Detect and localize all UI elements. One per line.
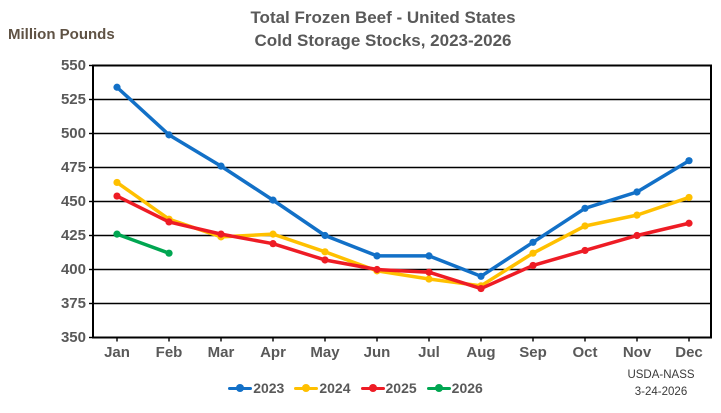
data-point-2024 [269, 230, 277, 238]
data-point-2023 [165, 131, 173, 139]
y-tick-label: 350 [60, 328, 86, 346]
data-point-2023 [113, 83, 121, 91]
data-point-2024 [529, 249, 537, 257]
data-point-2024 [425, 275, 433, 283]
data-point-2025 [165, 218, 173, 226]
data-point-2023 [373, 252, 381, 260]
series-line-2024 [115, 180, 691, 288]
series-2025 [113, 192, 693, 293]
data-point-2025 [581, 246, 589, 255]
x-tick-label-feb: Feb [155, 344, 183, 361]
data-point-2024 [581, 222, 589, 230]
data-point-2023 [581, 204, 589, 212]
legend-item-2024: 2024 [294, 380, 351, 396]
data-point-2025 [217, 230, 225, 238]
legend-item-2023: 2023 [228, 380, 284, 396]
legend-label-2026: 2026 [451, 380, 483, 396]
data-point-2025 [477, 284, 485, 293]
y-tick-label: 425 [60, 226, 86, 244]
data-point-2025 [633, 231, 641, 240]
legend-marker-icon [294, 383, 319, 393]
legend-item-2026: 2026 [426, 380, 483, 396]
x-tick-label-jul: Jul [418, 344, 440, 361]
y-tick-label: 500 [60, 124, 86, 142]
series-line-2023 [115, 85, 691, 279]
data-point-2025 [425, 268, 433, 276]
data-point-2023 [321, 231, 329, 240]
x-tick-label-dec: Dec [675, 344, 703, 361]
data-point-2024 [321, 248, 329, 256]
data-point-2025 [685, 219, 693, 227]
data-point-2023 [633, 188, 641, 196]
legend-item-2025: 2025 [360, 380, 417, 396]
data-point-2023 [269, 196, 277, 204]
x-tick-label-nov: Nov [622, 344, 652, 361]
data-point-2025 [529, 261, 537, 270]
y-tick-label: 550 [60, 56, 86, 74]
y-tick-label: 450 [60, 192, 86, 210]
x-tick-label-mar: Mar [207, 344, 235, 361]
x-tick-label-sep: Sep [519, 344, 547, 361]
x-tick-label-oct: Oct [572, 344, 598, 361]
y-tick-label: 525 [60, 90, 86, 108]
data-point-2025 [373, 265, 381, 274]
attribution: USDA-NASS 3-24-2026 [608, 367, 714, 401]
data-point-2024 [113, 178, 121, 187]
x-tick-label-jan: Jan [104, 344, 130, 361]
y-axis-unit-label: Million Pounds [8, 26, 115, 43]
legend-marker-icon [228, 383, 253, 393]
data-point-2023 [529, 238, 537, 246]
data-point-2026 [165, 249, 173, 257]
data-point-2024 [685, 193, 693, 202]
series-line-2025 [115, 194, 691, 291]
data-point-2023 [685, 157, 693, 165]
data-point-2025 [113, 192, 121, 200]
y-tick-label: 375 [60, 294, 86, 312]
legend-label-2024: 2024 [319, 380, 351, 396]
series-2024 [113, 178, 693, 290]
x-tick-label-jun: Jun [363, 344, 391, 361]
attribution-source: USDA-NASS [627, 369, 695, 381]
y-tick-label: 400 [60, 260, 86, 278]
chart-title-line2: Cold Storage Stocks, 2023-2026 [254, 31, 512, 50]
attribution-date: 3-24-2026 [634, 386, 688, 398]
series-line-2026 [115, 232, 171, 255]
x-tick-label-aug: Aug [466, 344, 496, 361]
legend: 2023 2024 2025 2026 [0, 380, 711, 396]
data-point-2025 [269, 240, 277, 248]
legend-label-2025: 2025 [385, 380, 417, 396]
legend-marker-icon [426, 383, 451, 393]
data-point-2023 [425, 252, 433, 260]
data-point-2023 [477, 272, 485, 280]
data-point-2025 [321, 256, 329, 264]
legend-marker-icon [360, 383, 385, 393]
data-point-2023 [217, 162, 225, 170]
chart-title-line1: Total Frozen Beef - United States [250, 8, 516, 27]
data-point-2024 [633, 211, 641, 219]
x-tick-label-apr: Apr [260, 344, 286, 361]
series-2023 [113, 83, 693, 280]
series-2026 [113, 230, 173, 257]
data-point-2026 [113, 230, 121, 238]
x-tick-label-may: May [310, 344, 340, 361]
legend-label-2023: 2023 [253, 380, 285, 396]
chart-title: Total Frozen Beef - United States Cold S… [45, 6, 721, 52]
y-tick-label: 475 [60, 158, 86, 176]
